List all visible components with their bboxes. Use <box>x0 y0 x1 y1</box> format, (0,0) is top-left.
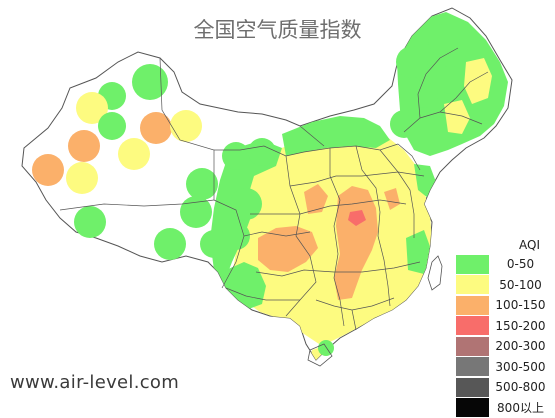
legend-label: 200-300 <box>495 339 546 353</box>
aqi-blob <box>140 112 172 144</box>
legend-item: 300-500 <box>456 357 552 377</box>
legend-item: 50-100 <box>456 275 552 295</box>
aqi-blob <box>410 80 438 108</box>
aqi-blob <box>390 110 418 138</box>
aqi-blob <box>74 206 106 238</box>
legend-item: 500-800 <box>456 377 552 397</box>
legend-label: 0-50 <box>506 257 535 271</box>
aqi-blob <box>222 222 250 250</box>
legend-rows: 0-50 50-100 100-150 150-200 200-300 300-500 50… <box>456 254 552 418</box>
legend-swatch <box>456 275 489 294</box>
aqi-blob <box>170 110 202 142</box>
aqi-blob <box>222 142 250 170</box>
aqi-blob <box>436 66 464 94</box>
china-aqi-map <box>21 7 513 367</box>
aqi-blob <box>98 112 126 140</box>
aqi-region-northeast-moderate <box>464 58 492 104</box>
legend-swatch <box>456 295 489 315</box>
legend-swatch <box>456 398 489 417</box>
aqi-blob <box>154 228 186 260</box>
aqi-region-shaanxi-light <box>304 184 328 214</box>
aqi-legend: AQI 0-50 50-100 100-150 150-200 200-300 300-5… <box>456 236 552 418</box>
aqi-region-fujian-good <box>406 230 432 274</box>
aqi-region-liaoning-moderate <box>444 100 470 134</box>
legend-swatch <box>456 377 489 397</box>
aqi-blob <box>68 130 100 162</box>
aqi-region-east-moderate <box>232 130 432 346</box>
hainan-island <box>307 343 333 367</box>
aqi-blob <box>248 138 276 166</box>
legend-swatch <box>456 357 489 376</box>
aqi-blob <box>186 168 218 200</box>
legend-item: 100-150 <box>456 295 552 315</box>
aqi-region-north-good <box>282 116 390 156</box>
legend-label: 300-500 <box>495 359 546 374</box>
legend-swatch <box>456 316 489 335</box>
province-boundaries <box>59 47 489 331</box>
legend-label: 500-800 <box>495 380 546 394</box>
aqi-fill-layer <box>210 12 508 360</box>
aqi-region-henan-light <box>384 188 400 210</box>
aqi-blob <box>230 188 262 220</box>
aqi-blob <box>132 64 168 100</box>
aqi-blob <box>180 196 212 228</box>
legend-swatch <box>456 336 489 356</box>
legend-label: 50-100 <box>499 277 542 292</box>
aqi-blob <box>66 162 98 194</box>
legend-label: 150-200 <box>495 318 546 333</box>
aqi-blob <box>428 24 460 56</box>
legend-item: 200-300 <box>456 336 552 356</box>
aqi-region-sichuan-light <box>258 226 318 272</box>
aqi-blob <box>118 138 150 170</box>
legend-swatch <box>456 254 489 274</box>
aqi-blob <box>32 154 64 186</box>
western-station-blobs <box>32 24 464 356</box>
aqi-blob <box>76 92 108 124</box>
watermark-text: www.air-level.com <box>10 372 180 393</box>
aqi-region-hubei-medium <box>348 210 366 226</box>
legend-item: 800以上 <box>456 398 552 418</box>
map-title: 全国空气质量指数 <box>193 18 362 42</box>
aqi-region-central-light <box>334 186 378 300</box>
legend-label: 800以上 <box>497 401 544 415</box>
aqi-blob <box>200 230 228 258</box>
legend-item: 150-200 <box>456 316 552 336</box>
legend-title: AQI <box>519 238 540 252</box>
taiwan-island <box>427 255 443 291</box>
legend-label: 100-150 <box>495 298 546 312</box>
aqi-blob <box>318 340 334 356</box>
aqi-blob <box>396 46 428 78</box>
legend-item: 0-50 <box>456 254 552 274</box>
